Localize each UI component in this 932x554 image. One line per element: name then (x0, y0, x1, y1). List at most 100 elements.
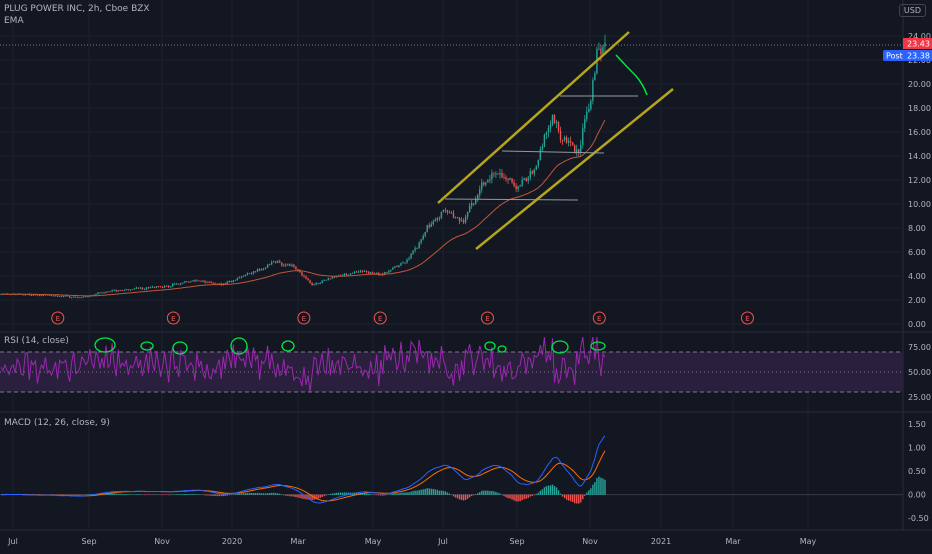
candle-body (231, 281, 232, 282)
macd-histogram-bar (267, 493, 268, 495)
post-label-text: Post (886, 52, 903, 61)
macd-tick-label: 1.00 (908, 443, 926, 452)
candle-body (574, 145, 575, 152)
candle-body (352, 273, 353, 274)
candle-body (174, 284, 175, 285)
candle-body (321, 280, 322, 283)
macd-histogram-bar (138, 494, 139, 495)
macd-histogram-bar (338, 493, 339, 495)
macd-histogram-bar (534, 495, 535, 496)
candle-body (562, 140, 563, 141)
price-tick-label: 16.00 (908, 128, 931, 137)
macd-histogram-bar (263, 493, 264, 495)
macd-histogram-bar (194, 494, 195, 495)
macd-histogram-bar (285, 495, 286, 496)
candle-body (600, 49, 601, 55)
projection-arrow[interactable] (616, 55, 647, 95)
macd-line (1, 436, 605, 503)
price-tick-label: 8.00 (908, 224, 926, 233)
candle-body (465, 217, 466, 223)
candle-body (103, 293, 104, 294)
candle-body (538, 160, 539, 166)
candle-body (447, 210, 448, 212)
candle-body (471, 203, 472, 206)
candle-body (81, 297, 82, 298)
candle-body (457, 217, 458, 218)
macd-histogram-bar (265, 493, 266, 494)
candle-body (410, 254, 411, 259)
macd-histogram-bar (174, 494, 175, 495)
macd-histogram-bar (275, 493, 276, 495)
last-price-text: 23.43 (907, 40, 930, 49)
candle-body (578, 149, 579, 151)
candle-body (554, 115, 555, 123)
macd-histogram-bar (570, 495, 571, 502)
candle-body (239, 278, 240, 279)
candle-body (269, 264, 270, 265)
candle-body (358, 272, 359, 273)
rsi-annotation-circle (485, 342, 495, 350)
macd-histogram-bar (243, 493, 244, 495)
price-tick-label: 4.00 (908, 272, 926, 281)
rsi-tick-label: 75.00 (908, 343, 931, 352)
candle-body (483, 183, 484, 185)
macd-histogram-bar (190, 494, 191, 495)
channel-lower-line[interactable] (476, 89, 673, 249)
macd-histogram-bar (402, 493, 403, 495)
candle-body (360, 271, 361, 272)
candle-body (532, 171, 533, 173)
candles (0, 35, 605, 299)
macd-histogram-bar (184, 494, 185, 495)
candle-body (111, 290, 112, 291)
macd-signal-line (1, 451, 605, 501)
candle-body (473, 203, 474, 204)
macd-histogram-bar (499, 493, 500, 494)
rsi-annotation-circle (282, 341, 294, 351)
time-tick-label: Mar (290, 537, 306, 546)
symbol-legend: PLUG POWER INC, 2h, Cboe BZX (4, 4, 150, 14)
macd-histogram-bar (400, 493, 401, 495)
macd-histogram-bar (253, 493, 254, 495)
candle-body (295, 267, 296, 269)
earnings-marker-label: E (302, 315, 306, 323)
candle-body (128, 289, 129, 290)
candle-body (495, 174, 496, 175)
candle-body (443, 210, 444, 212)
currency-badge[interactable]: USD (899, 4, 926, 17)
rsi-pane (0, 337, 903, 392)
candle-body (534, 170, 535, 174)
candle-body (39, 295, 40, 296)
candle-body (184, 281, 185, 282)
macd-histogram-bar (297, 495, 298, 498)
macd-histogram-bar (334, 493, 335, 495)
macd-histogram-bar (382, 495, 383, 496)
macd-histogram-bar (289, 495, 290, 497)
candle-body (313, 285, 314, 286)
macd-histogram-bar (519, 495, 520, 502)
candle-body (87, 296, 88, 297)
macd-histogram-bar (176, 494, 177, 495)
macd-histogram-bar (530, 495, 531, 497)
macd-histogram-bar (427, 488, 428, 495)
candle-body (392, 268, 393, 270)
macd-histogram-bar (122, 494, 123, 495)
candle-body (192, 280, 193, 281)
macd-histogram-bar (198, 494, 199, 495)
candle-body (208, 282, 209, 283)
candle-body (263, 269, 264, 270)
channel-upper-line[interactable] (438, 32, 629, 203)
macd-histogram-bar (429, 488, 430, 494)
candle-body (449, 212, 450, 213)
macd-histogram-bar (75, 495, 76, 496)
candle-body (122, 290, 123, 291)
candle-body (390, 270, 391, 271)
time-tick-label: Jul (437, 537, 448, 546)
candle-body (273, 261, 274, 262)
candle-body (124, 290, 125, 291)
macd-histogram-bar (220, 495, 221, 497)
time-tick-label: Mar (725, 537, 741, 546)
support-level-line[interactable] (445, 199, 578, 200)
macd-histogram-bar (422, 489, 423, 495)
